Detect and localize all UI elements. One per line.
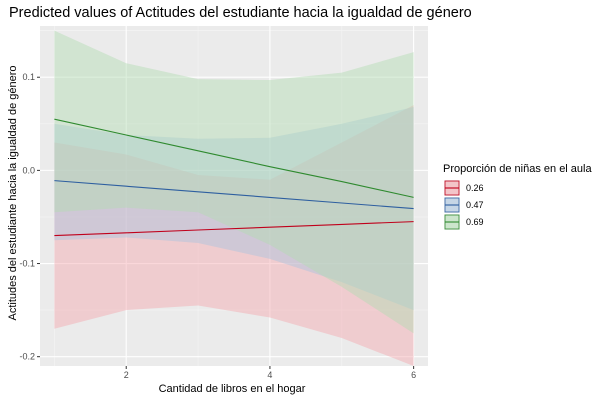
x-tick-label: 2	[124, 370, 129, 380]
series-line-0-69	[54, 118, 414, 198]
series-lines	[54, 118, 414, 237]
y-tick-label: 0.1	[22, 72, 35, 82]
confidence-band-0-47	[54, 107, 414, 311]
confidence-band-0-69	[54, 30, 414, 334]
legend-title: Proporción de niñas en el aula	[443, 163, 592, 175]
y-tick-label: -0.2	[19, 352, 35, 362]
grid	[40, 26, 428, 366]
confidence-bands	[54, 30, 414, 366]
y-tick-label: 0.0	[22, 165, 35, 175]
plot-panel	[40, 26, 428, 366]
chart-title: Predicted values of Actitudes del estudi…	[9, 5, 472, 21]
legend-label: 0.26	[466, 183, 484, 193]
y-tick-label: -0.1	[19, 259, 35, 269]
series-line-0-26	[54, 221, 414, 237]
axis-ticks: 2 4 6 -0.2 -0.1 0.0 0.1	[19, 72, 416, 380]
legend-label: 0.69	[466, 217, 484, 227]
x-tick-label: 6	[411, 370, 416, 380]
series-line-0-47	[54, 180, 414, 210]
confidence-band-0-26	[54, 105, 414, 366]
legend: Proporción de niñas en el aula 0.26 0.47 0…	[443, 163, 592, 230]
x-axis-title: Cantidad de libros en el hogar	[159, 383, 306, 395]
x-tick-label: 4	[267, 370, 272, 380]
legend-label: 0.47	[466, 200, 484, 210]
y-axis-title: Actitudes del estudiante hacia la iguald…	[7, 65, 19, 320]
